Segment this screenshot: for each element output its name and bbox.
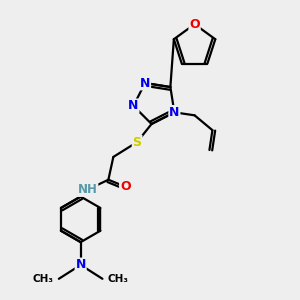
Text: CH₃: CH₃ [107,274,128,284]
Text: N: N [128,99,139,112]
Text: CH₃: CH₃ [33,274,54,284]
Text: N: N [169,106,180,119]
Text: O: O [120,180,130,193]
Text: N: N [76,258,86,272]
Text: N: N [140,76,150,89]
Text: S: S [133,136,142,148]
Text: NH: NH [78,183,98,196]
Text: O: O [189,18,200,31]
